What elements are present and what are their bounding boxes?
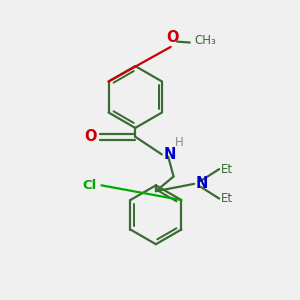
Text: Et: Et — [221, 163, 233, 176]
Text: N: N — [163, 147, 176, 162]
Text: CH₃: CH₃ — [194, 34, 216, 47]
Text: O: O — [166, 31, 178, 46]
Text: N: N — [196, 176, 208, 191]
Text: Et: Et — [221, 192, 233, 205]
Text: H: H — [175, 136, 184, 148]
Text: Cl: Cl — [83, 179, 97, 192]
Text: O: O — [85, 129, 97, 144]
